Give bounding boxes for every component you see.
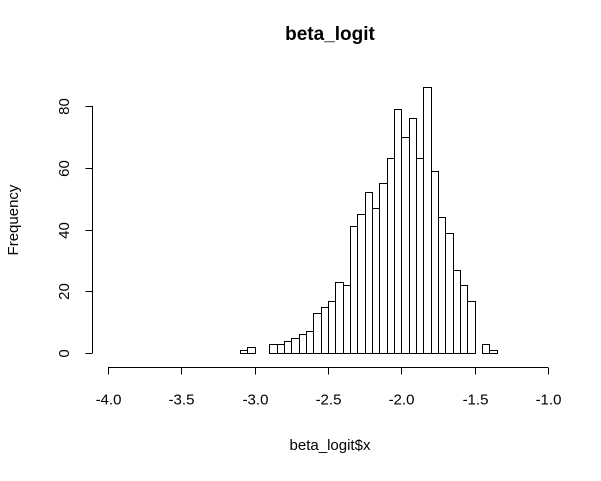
x-tick-label: -1.5 xyxy=(463,392,489,409)
y-tick-label: 40 xyxy=(56,222,73,239)
x-tick-label: -1.0 xyxy=(536,392,562,409)
histogram-bar xyxy=(328,301,336,354)
y-axis: 0 20 40 60 80 xyxy=(56,98,93,358)
histogram-bar xyxy=(453,270,461,354)
histogram-bar xyxy=(394,109,402,354)
histogram-bar xyxy=(482,344,490,354)
histogram-bar xyxy=(387,158,395,354)
histogram-bar xyxy=(416,158,424,354)
histogram-bar xyxy=(372,208,380,354)
histogram-bar xyxy=(365,192,373,354)
x-tick-label: -3.5 xyxy=(169,392,195,409)
histogram-bar xyxy=(401,137,410,354)
histogram-bar xyxy=(357,214,366,354)
histogram-bar xyxy=(240,350,248,354)
x-tick-label: -2.0 xyxy=(389,392,415,409)
x-axis-label: beta_logit$x xyxy=(290,437,371,454)
histogram-bar xyxy=(335,282,344,354)
bars-group xyxy=(240,87,498,354)
histogram-bar xyxy=(489,350,498,354)
histogram-bar xyxy=(431,171,439,354)
histogram-bar xyxy=(321,307,329,354)
histogram-bar xyxy=(445,233,454,354)
histogram-bar xyxy=(269,344,278,354)
histogram-bar xyxy=(423,87,432,354)
y-tick-label: 0 xyxy=(56,349,73,357)
histogram-bar xyxy=(438,217,446,354)
histogram-bar xyxy=(291,338,300,354)
x-tick-label: -4.0 xyxy=(96,392,122,409)
histogram-bar xyxy=(313,313,322,354)
histogram-bar xyxy=(299,334,307,354)
histogram-bar xyxy=(350,226,358,354)
y-tick-label: 80 xyxy=(56,98,73,115)
histogram-bar xyxy=(247,347,256,354)
x-tick-label: -2.5 xyxy=(316,392,342,409)
chart-title: beta_logit xyxy=(285,24,375,45)
histogram-bar xyxy=(277,344,285,354)
histogram-bar xyxy=(409,118,417,354)
x-tick-label: -3.0 xyxy=(243,392,269,409)
histogram-bar xyxy=(460,285,468,354)
y-tick-label: 20 xyxy=(56,283,73,300)
y-tick-label: 60 xyxy=(56,160,73,177)
histogram-bar xyxy=(467,301,476,354)
y-axis-label: Frequency xyxy=(5,184,22,255)
histogram-bar xyxy=(306,331,314,354)
histogram-bar xyxy=(379,183,388,354)
histogram-bar xyxy=(284,341,292,354)
x-axis: -4.0 -3.5 -3.0 -2.5 -2.0 -1.5 -1.0 xyxy=(96,367,562,409)
histogram-bar xyxy=(343,285,351,354)
